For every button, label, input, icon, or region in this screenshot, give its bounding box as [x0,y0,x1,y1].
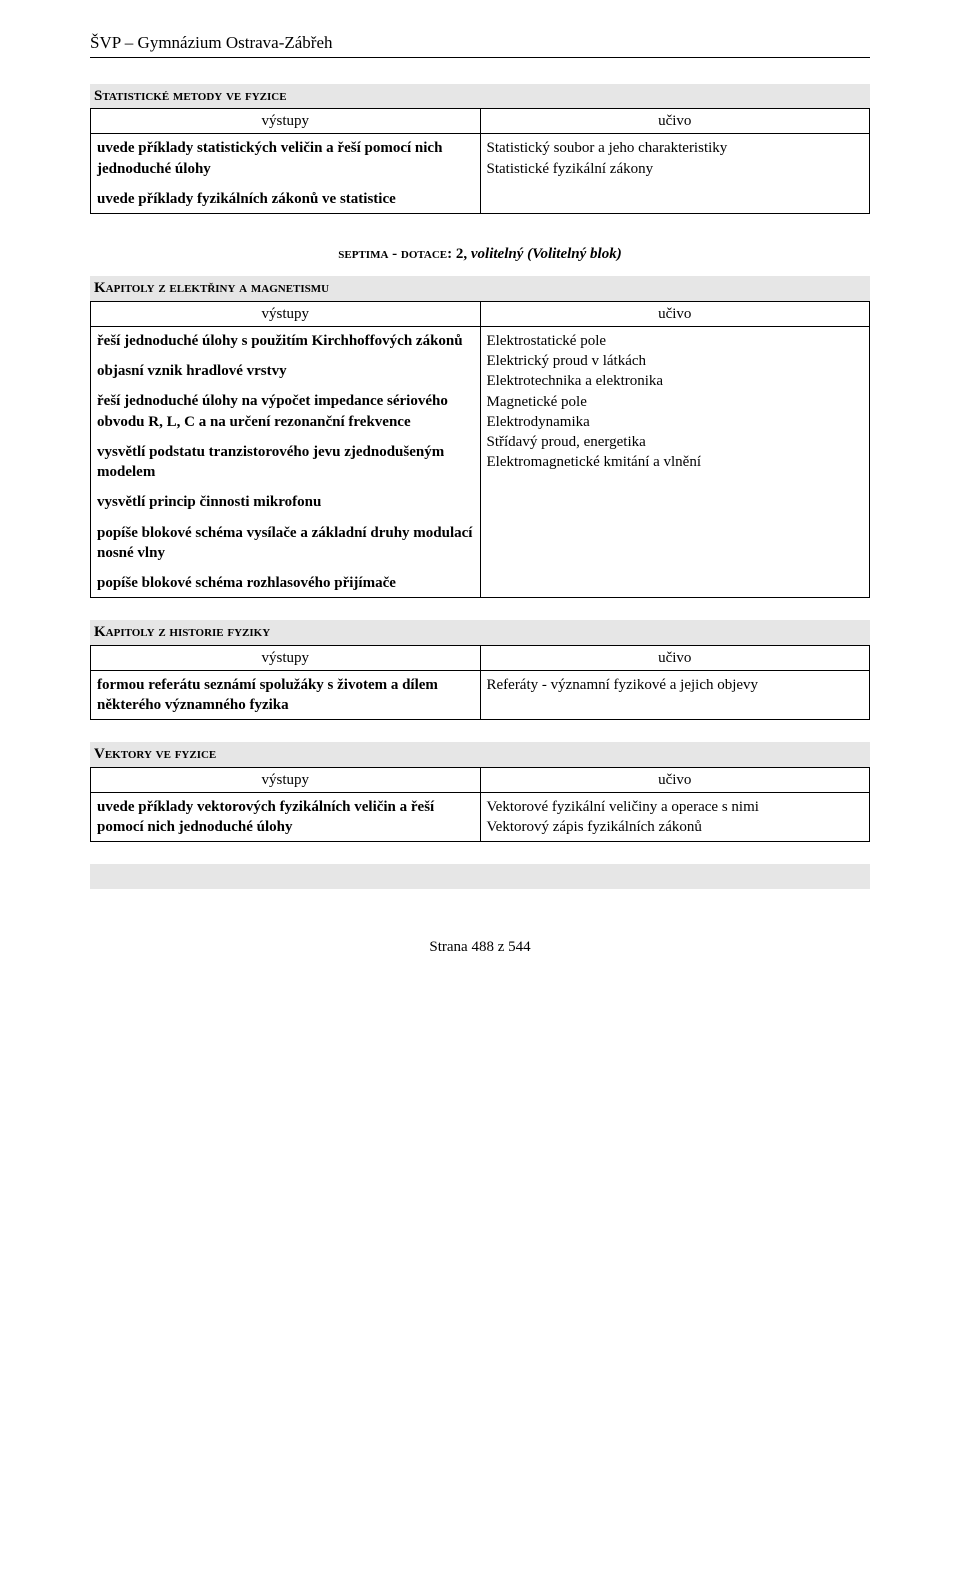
content-text: Elektrický proud v látkách [487,351,864,371]
table-electricity: výstupy učivo řeší jednoduché úlohy s po… [90,301,870,599]
content-text: Elektrodynamika [487,412,864,432]
dotace-italic: volitelný (Volitelný blok) [471,246,622,262]
section-heading-stats: Statistické metody ve fyzice [90,84,870,108]
col-header-left: výstupy [91,767,481,792]
page: ŠVP – Gymnázium Ostrava-Zábřeh Statistic… [0,0,960,997]
cell-right: Elektrostatické pole Elektrický proud v … [480,326,870,598]
outcome-text: uvede příklady statistických veličin a ř… [97,138,474,179]
table-header-row: výstupy učivo [91,645,870,670]
table-row: uvede příklady statistických veličin a ř… [91,134,870,214]
cell-right: Referáty - významní fyzikové a jejich ob… [480,670,870,720]
content-text: Statistický soubor a jeho charakteristik… [487,138,864,158]
outcome-text: uvede příklady fyzikálních zákonů ve sta… [97,189,474,209]
outcome-text: popíše blokové schéma vysílače a základn… [97,523,474,564]
outcome-text: řeší jednoduché úlohy na výpočet impedan… [97,391,474,432]
col-header-left: výstupy [91,645,481,670]
col-header-right: učivo [480,645,870,670]
col-header-right: učivo [480,109,870,134]
table-row: formou referátu seznámí spolužáky s živo… [91,670,870,720]
outcome-text: objasní vznik hradlové vrstvy [97,361,474,381]
section-heading-empty [90,864,870,888]
table-header-row: výstupy učivo [91,109,870,134]
outcome-text: uvede příklady vektorových fyzikálních v… [97,797,474,838]
content-text: Statistické fyzikální zákony [487,159,864,179]
dotace-prefix: septima - dotace: 2, [338,246,471,262]
section-heading-history: Kapitoly z historie fyziky [90,620,870,644]
cell-right: Vektorové fyzikální veličiny a operace s… [480,792,870,842]
table-vectors: výstupy učivo uvede příklady vektorových… [90,767,870,843]
header-rule [90,57,870,58]
page-footer: Strana 488 z 544 [90,937,870,957]
cell-left: řeší jednoduché úlohy s použitím Kirchho… [91,326,481,598]
col-header-left: výstupy [91,301,481,326]
table-row: uvede příklady vektorových fyzikálních v… [91,792,870,842]
cell-left: uvede příklady vektorových fyzikálních v… [91,792,481,842]
content-text: Referáty - významní fyzikové a jejich ob… [487,675,864,695]
table-history: výstupy učivo formou referátu seznámí sp… [90,645,870,721]
outcome-text: řeší jednoduché úlohy s použitím Kirchho… [97,331,474,351]
content-text: Vektorový zápis fyzikálních zákonů [487,817,864,837]
content-text: Elektrotechnika a elektronika [487,371,864,391]
outcome-text: popíše blokové schéma rozhlasového přijí… [97,573,474,593]
outcome-text: vysvětlí podstatu tranzistorového jevu z… [97,442,474,483]
col-header-right: učivo [480,767,870,792]
cell-left: formou referátu seznámí spolužáky s živo… [91,670,481,720]
content-text: Vektorové fyzikální veličiny a operace s… [487,797,864,817]
col-header-left: výstupy [91,109,481,134]
col-header-right: učivo [480,301,870,326]
outcome-text: vysvětlí princip činnosti mikrofonu [97,492,474,512]
section-heading-electricity: Kapitoly z elektřiny a magnetismu [90,276,870,300]
table-header-row: výstupy učivo [91,301,870,326]
outcome-text: formou referátu seznámí spolužáky s živo… [97,675,474,716]
table-stats: výstupy učivo uvede příklady statistický… [90,108,870,214]
content-text: Magnetické pole [487,392,864,412]
header-title: ŠVP – Gymnázium Ostrava-Zábřeh [90,32,870,55]
content-text: Střídavý proud, energetika [487,432,864,452]
cell-left: uvede příklady statistických veličin a ř… [91,134,481,214]
table-row: řeší jednoduché úlohy s použitím Kirchho… [91,326,870,598]
cell-right: Statistický soubor a jeho charakteristik… [480,134,870,214]
table-header-row: výstupy učivo [91,767,870,792]
dotace-line: septima - dotace: 2, volitelný (Voliteln… [90,244,870,264]
content-text: Elektromagnetické kmitání a vlnění [487,452,864,472]
section-heading-vectors: Vektory ve fyzice [90,742,870,766]
content-text: Elektrostatické pole [487,331,864,351]
